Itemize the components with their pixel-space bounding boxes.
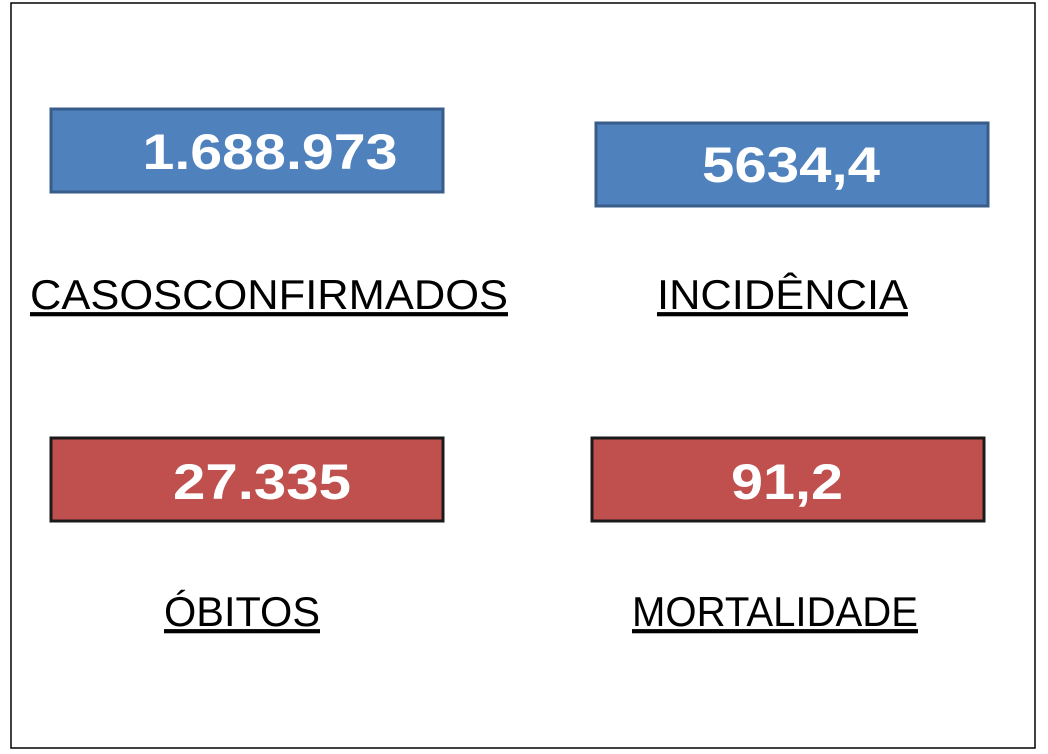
card-value: 91,2: [731, 454, 843, 510]
card-label: MORTALIDADE: [632, 588, 918, 635]
card-box: [594, 121, 990, 208]
card-label: INCIDÊNCIA: [657, 271, 908, 318]
card-box: [590, 436, 986, 523]
card-value: 27.335: [173, 454, 351, 510]
card-label: ÓBITOS: [164, 588, 320, 635]
card-label: CASOSCONFIRMADOS: [30, 271, 508, 318]
card-box: [49, 436, 445, 523]
card-value: 5634,4: [702, 137, 880, 193]
card-box: [49, 107, 445, 194]
card-value: 1.688.973: [143, 124, 398, 180]
